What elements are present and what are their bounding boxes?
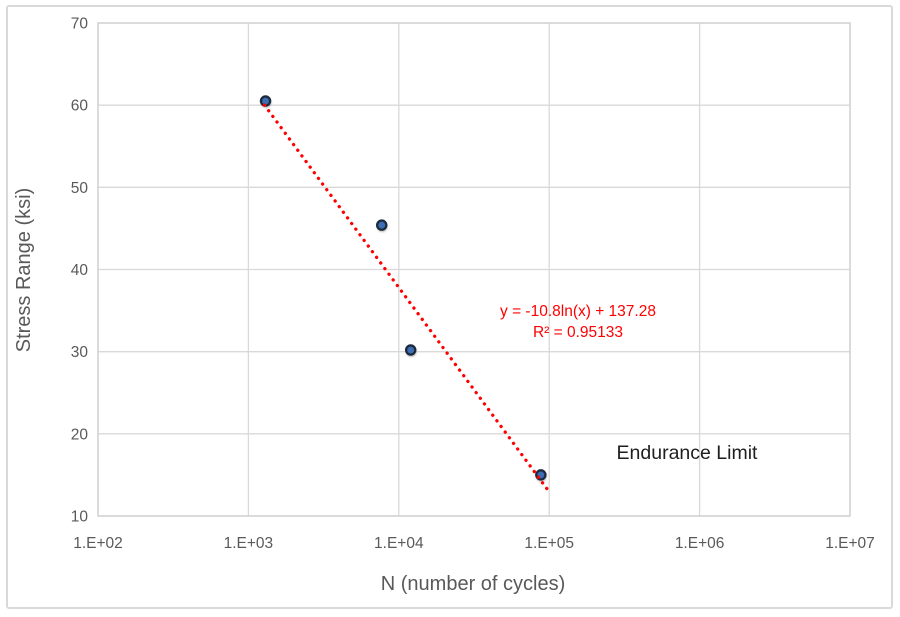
trendline-r-squared-label: R² = 0.95133 — [533, 324, 623, 341]
x-axis-tick-label: 1.E+04 — [374, 535, 424, 552]
figure-border — [6, 5, 893, 609]
y-axis-tick-label: 10 — [71, 509, 89, 526]
y-axis-tick-label: 30 — [71, 344, 89, 361]
y-axis-tick-label: 70 — [71, 16, 89, 33]
x-axis-tick-label: 1.E+07 — [825, 535, 875, 552]
y-axis-tick-label: 60 — [71, 98, 89, 115]
y-axis-title: Stress Range (ksi) — [13, 188, 35, 353]
x-axis-tick-label: 1.E+03 — [224, 535, 274, 552]
y-axis-tick-label: 20 — [71, 426, 89, 443]
x-axis-tick-label: 1.E+06 — [675, 535, 725, 552]
x-axis-tick-label: 1.E+02 — [73, 535, 123, 552]
x-axis-title: N (number of cycles) — [381, 573, 566, 595]
y-axis-tick-label: 40 — [71, 262, 89, 279]
data-point-marker — [375, 219, 388, 231]
data-point-marker — [404, 344, 417, 356]
y-axis-tick-label: 50 — [71, 180, 89, 197]
endurance-limit-label: Endurance Limit — [617, 442, 758, 464]
x-axis-tick-label: 1.E+05 — [524, 535, 574, 552]
plot-area-border — [97, 22, 851, 517]
trendline-dotted — [262, 103, 549, 491]
trendline-equation-label: y = -10.8ln(x) + 137.28 — [500, 303, 656, 320]
